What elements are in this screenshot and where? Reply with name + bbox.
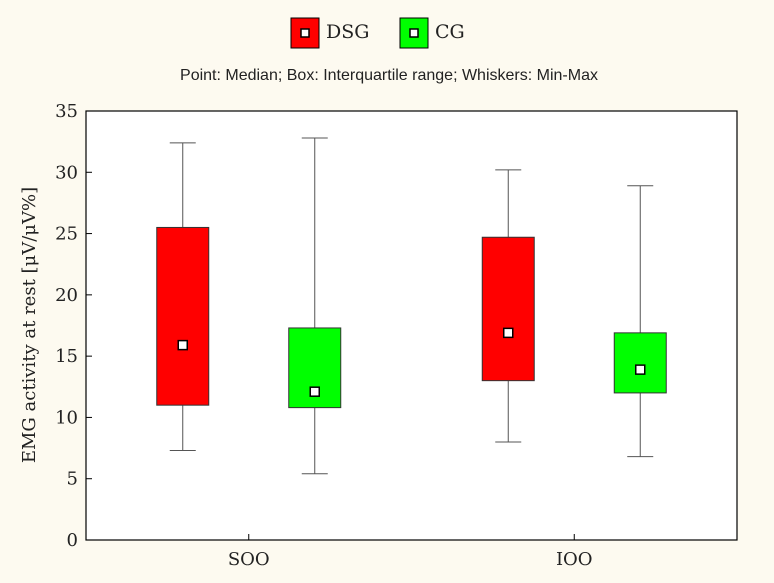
chart-subtitle: Point: Median; Box: Interquartile range;… (180, 67, 598, 84)
x-tick-label-soo: SOO (228, 549, 270, 570)
box-dsg-soo (156, 142, 210, 452)
legend-item-cg: CG (399, 17, 465, 49)
y-tick-label: 20 (55, 285, 78, 306)
x-tick-label-ioo: IOO (556, 549, 593, 570)
median-marker-dsg-ioo (503, 327, 514, 339)
box-series (156, 137, 667, 475)
legend: DSG CG (290, 17, 465, 49)
x-axis: SOO IOO (228, 534, 593, 570)
y-tick-label: 10 (55, 407, 78, 428)
legend-marker-dsg (300, 28, 310, 38)
legend-label-cg: CG (435, 21, 465, 43)
median-marker-dsg-soo (177, 339, 188, 351)
y-axis-label: EMG activity at rest [μV/μV%] (19, 187, 40, 463)
y-tick-label: 30 (55, 162, 78, 183)
box-cg-ioo (613, 185, 667, 458)
iqr-box-cg-ioo (613, 332, 667, 394)
median-marker-cg-soo (309, 386, 320, 397)
y-axis: 0 5 10 15 20 25 30 35 (55, 101, 92, 551)
legend-item-dsg: DSG (290, 17, 369, 49)
iqr-box-dsg-ioo (481, 236, 535, 382)
box-dsg-ioo (481, 169, 535, 443)
legend-marker-cg (409, 28, 419, 38)
y-tick-label: 15 (55, 346, 78, 367)
median-marker-cg-ioo (635, 364, 646, 375)
y-tick-label: 0 (67, 530, 78, 551)
iqr-box-dsg-soo (156, 226, 210, 406)
y-tick-label: 25 (55, 224, 78, 245)
box-cg-soo (288, 137, 342, 475)
legend-label-dsg: DSG (326, 21, 369, 43)
y-tick-label: 5 (67, 469, 78, 490)
y-tick-label: 35 (55, 101, 78, 122)
